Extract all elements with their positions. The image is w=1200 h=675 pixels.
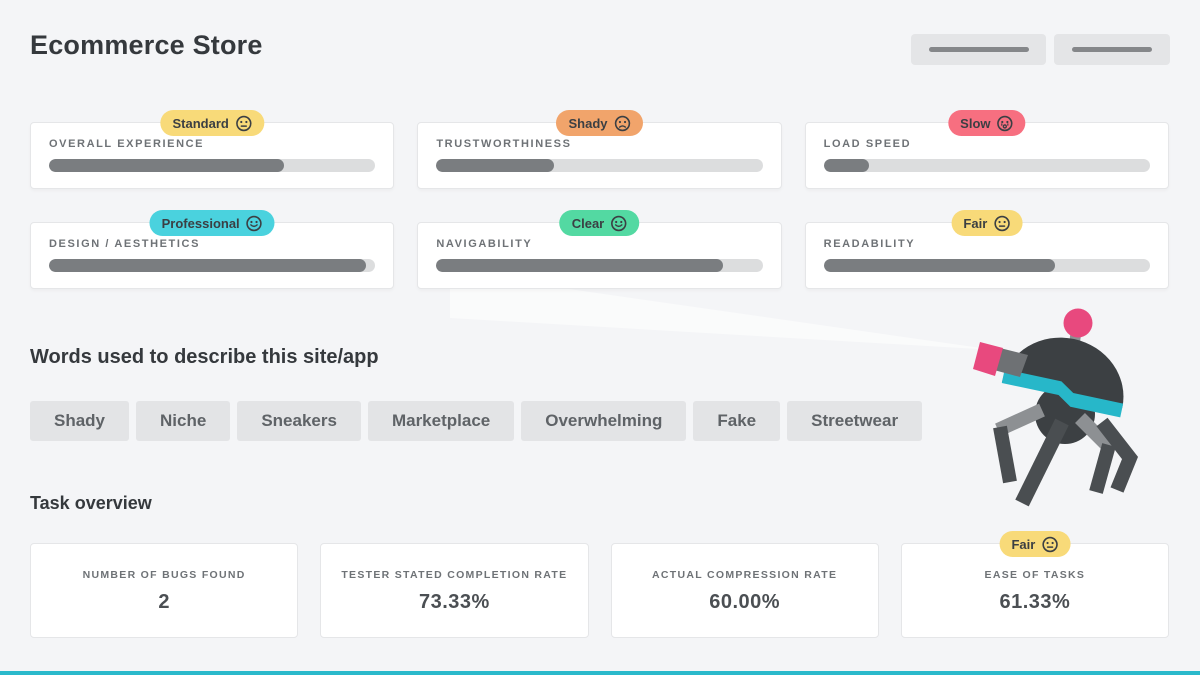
stat-value: 2 [158,591,170,613]
rating-badge-label: Slow [960,115,991,131]
stat-badge-label: Fair [1011,536,1036,552]
stat-card: NUMBER OF BUGS FOUND 2 [30,543,299,638]
badge-face-icon [1041,536,1058,553]
rating-label: NAVIGABILITY [436,238,533,250]
robot-leg-midleft [1015,418,1069,507]
robot-leg-thigh-right [1075,413,1115,453]
stat-label: ACTUAL COMPRESSION RATE [651,569,838,581]
rating-badge: Slow [948,110,1026,136]
rating-card: Shady TRUSTWORTHINESS [417,110,782,189]
stat-label: TESTER STATED COMPLETION RATE [341,569,568,581]
badge-face-icon [246,215,263,232]
word-tag: Sneakers [237,401,361,441]
rating-label: TRUSTWORTHINESS [436,138,572,150]
rating-progress-fill [436,259,724,272]
word-tag: Streetwear [787,401,923,441]
rating-badge-label: Professional [161,215,240,231]
stat-value: 60.00% [709,591,781,613]
redacted-label-bar [1072,47,1152,52]
stat-card: ACTUAL COMPRESSION RATE 60.00% [610,543,879,638]
rating-card: Fair READABILITY [804,210,1169,289]
rating-badge-label: Standard [172,115,229,131]
robot-leg-shin-left [993,425,1017,484]
robot-dome [1002,337,1124,408]
stat-card: TESTER STATED COMPLETION RATE 73.33% [320,543,589,638]
robot-antenna-ball [1063,308,1093,338]
rating-progress-track [436,259,763,272]
rating-progress-track [823,259,1150,272]
robot-leg-farright [1096,417,1139,493]
badge-face-icon [613,115,630,132]
robot-antenna-stalk [1067,327,1082,359]
rating-badge: Clear [559,210,640,236]
rating-badge: Shady [556,110,643,136]
stat-label: NUMBER OF BUGS FOUND [82,569,246,581]
header-actions [911,34,1170,65]
robot-body [1035,384,1095,444]
tasks-section-title: Task overview [30,493,152,513]
rating-badge: Standard [160,110,264,136]
stat-value: 73.33% [418,591,490,613]
robot-flashlight-head [973,342,1003,376]
rating-label: READABILITY [823,238,916,250]
badge-face-icon [610,215,627,232]
bottom-accent-bar [0,671,1200,675]
rating-progress-track [823,159,1150,172]
robot-arm [994,348,1028,377]
robot-leg-thigh-left [995,403,1045,437]
words-section-title: Words used to describe this site/app [30,346,379,368]
rating-card: Slow LOAD SPEED [804,110,1169,189]
badge-face-icon [235,115,252,132]
rating-card: Standard OVERALL EXPERIENCE [30,110,395,189]
header-button-2[interactable] [1054,34,1170,65]
word-tag: Fake [693,401,781,441]
word-tags: Shady Niche Sneakers Marketplace Overwhe… [30,401,923,441]
stat-label: EASE OF TASKS [984,569,1086,581]
rating-badge: Fair [951,210,1023,236]
badge-face-icon [997,115,1014,132]
rating-progress-track [436,159,763,172]
word-tag: Overwhelming [521,401,687,441]
robot-leg-shin-right [1089,443,1116,494]
rating-badge-label: Clear [571,215,605,231]
word-tag: Marketplace [367,401,515,441]
robot-stripe [1001,369,1124,418]
word-tag: Shady [30,401,130,441]
rating-card: Professional DESIGN / AESTHETICS [30,210,395,289]
rating-progress-track [49,259,376,272]
rating-label: DESIGN / AESTHETICS [49,238,201,250]
stat-value: 61.33% [999,591,1071,613]
rating-label: OVERALL EXPERIENCE [49,138,205,150]
rating-progress-fill [49,159,284,172]
rating-badge-label: Fair [963,215,988,231]
rating-badge-label: Shady [568,115,608,131]
rating-progress-fill [823,159,870,172]
rating-badge: Professional [149,210,275,236]
ratings-grid: Standard OVERALL EXPERIENCE Shady TRUSTW… [30,110,1169,289]
rating-progress-fill [49,259,366,272]
word-tag: Niche [136,401,231,441]
rating-label: LOAD SPEED [823,138,912,150]
redacted-label-bar [928,47,1029,52]
stat-card: Fair EASE OF TASKS 61.33% [900,531,1169,638]
robot-illustration [973,308,1139,507]
badge-face-icon [993,215,1010,232]
rating-card: Clear NAVIGABILITY [417,210,782,289]
header-button-1[interactable] [911,34,1046,65]
stat-badge: Fair [999,531,1071,557]
page-title: Ecommerce Store [30,30,263,60]
rating-progress-track [49,159,376,172]
rating-progress-fill [436,159,554,172]
rating-progress-fill [823,259,1056,272]
task-stats-grid: NUMBER OF BUGS FOUND 2 TESTER STATED COM… [30,531,1169,638]
